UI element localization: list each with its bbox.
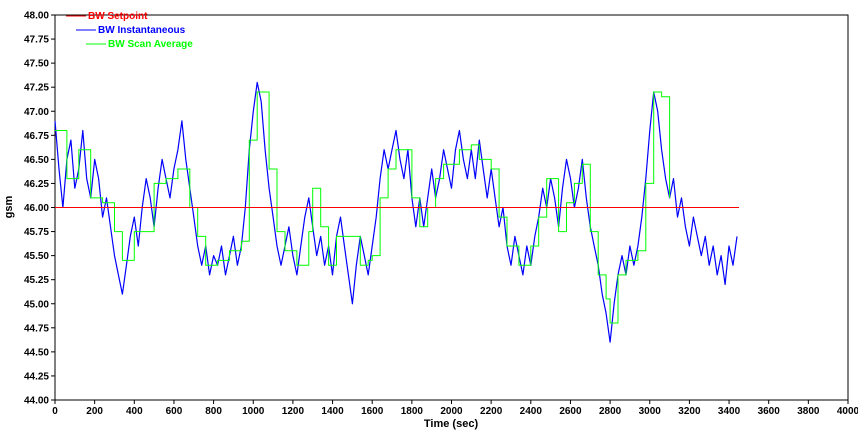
series-line-bw-scan-average [55, 91, 671, 324]
y-tick-label: 44.00 [24, 396, 49, 407]
legend-label: BW Setpoint [88, 11, 148, 22]
y-tick-label: 45.25 [24, 275, 49, 286]
x-axis-ticks: 0 200 400 600 800 1000 1200 1400 1600 1800 2000 220… [52, 400, 858, 417]
y-tick-label: 47.00 [24, 107, 49, 118]
x-tick-label: 1400 [321, 406, 344, 417]
legend-label: BW Instantaneous [98, 25, 186, 36]
x-axis-title: Time (sec) [424, 418, 479, 430]
x-tick-label: 0 [52, 406, 58, 417]
x-tick-label: 1200 [282, 406, 305, 417]
x-tick-label: 200 [86, 406, 103, 417]
y-tick-label: 47.50 [24, 59, 49, 70]
y-tick-label: 46.00 [24, 203, 49, 214]
x-tick-label: 3600 [758, 406, 781, 417]
series-line-bw-instantaneous [54, 81, 738, 343]
y-axis-ticks: 44.00 44.25 44.50 44.75 45.00 45.25 45.50 45.75… [24, 11, 55, 407]
x-tick-label: 1000 [242, 406, 265, 417]
legend-label: BW Scan Average [108, 39, 193, 50]
series-layer [54, 81, 739, 343]
x-tick-label: 3400 [718, 406, 741, 417]
x-tick-label: 3200 [678, 406, 701, 417]
x-tick-label: 1800 [401, 406, 424, 417]
x-tick-label: 800 [205, 406, 222, 417]
x-tick-label: 2400 [520, 406, 543, 417]
x-tick-label: 2600 [559, 406, 582, 417]
x-tick-label: 600 [166, 406, 183, 417]
x-tick-label: 400 [126, 406, 143, 417]
y-tick-label: 46.75 [24, 131, 49, 142]
x-tick-label: 2000 [440, 406, 463, 417]
x-tick-label: 3000 [639, 406, 662, 417]
x-tick-label: 3800 [797, 406, 820, 417]
x-tick-label: 2200 [480, 406, 503, 417]
legend: BW Setpoint BW Instantaneous BW Scan Avera… [66, 11, 193, 50]
y-tick-label: 46.50 [24, 155, 49, 166]
x-tick-label: 1600 [361, 406, 384, 417]
y-tick-label: 47.75 [24, 35, 49, 46]
y-tick-label: 44.75 [24, 323, 49, 334]
y-tick-label: 47.25 [24, 83, 49, 94]
y-tick-label: 45.50 [24, 251, 49, 262]
y-axis-title: gsm [3, 195, 15, 218]
y-tick-label: 48.00 [24, 11, 49, 22]
x-tick-label: 2800 [599, 406, 622, 417]
x-tick-label: 4000 [837, 406, 858, 417]
y-tick-label: 44.25 [24, 371, 49, 382]
y-tick-label: 45.00 [24, 299, 49, 310]
y-tick-label: 45.75 [24, 227, 49, 238]
y-tick-label: 46.25 [24, 179, 49, 190]
y-tick-label: 44.50 [24, 347, 49, 358]
